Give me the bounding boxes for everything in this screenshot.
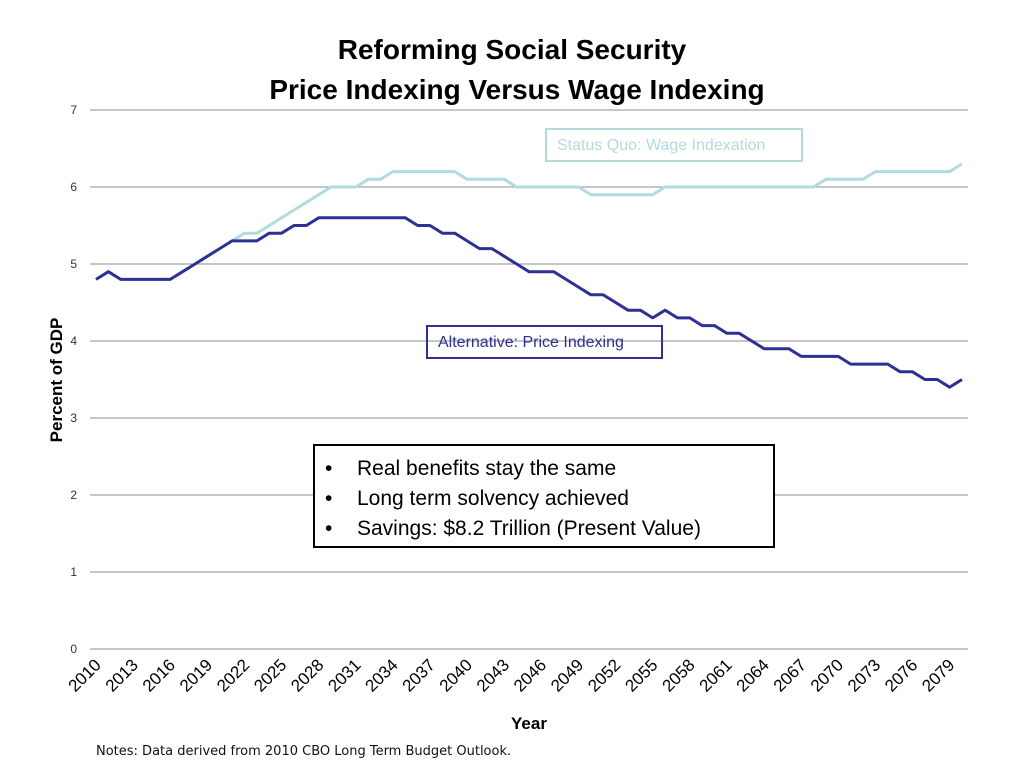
x-tick-label: 2022 (213, 655, 253, 695)
y-tick-label: 2 (70, 488, 77, 502)
y-tick-label: 3 (70, 411, 77, 425)
source-note: Notes: Data derived from 2010 CBO Long T… (96, 744, 512, 759)
x-tick-label: 2073 (844, 655, 884, 695)
x-tick-label: 2013 (102, 655, 142, 695)
x-tick-label: 2076 (881, 655, 921, 695)
x-tick-label: 2040 (436, 655, 476, 695)
y-tick-label: 1 (70, 565, 77, 579)
price-indexing-label-text: Alternative: Price Indexing (438, 334, 624, 351)
x-tick-label: 2061 (696, 655, 736, 695)
x-tick-label: 2079 (918, 655, 958, 695)
key-point: • Savings: $8.2 Trillion (Present Value) (315, 514, 735, 544)
bullet-icon: • (325, 457, 333, 480)
x-tick-label: 2049 (547, 655, 587, 695)
key-points-box: • Real benefits stay the same • Long term … (313, 444, 775, 548)
y-tick-label: 5 (70, 257, 77, 271)
key-point: • Long term solvency achieved (315, 484, 735, 514)
y-tick-label: 6 (70, 180, 77, 194)
x-tick-label: 2052 (584, 655, 624, 695)
x-tick-label: 2019 (176, 655, 216, 695)
x-tick-label: 2058 (658, 655, 698, 695)
y-tick-label: 4 (70, 334, 77, 348)
x-tick-label: 2043 (473, 655, 513, 695)
price-indexing-line (95, 216, 963, 389)
x-tick-label: 2025 (250, 655, 290, 695)
x-tick-label: 2046 (510, 655, 550, 695)
x-tick-label: 2010 (65, 655, 105, 695)
x-tick-label: 2031 (324, 655, 364, 695)
gridlines (90, 109, 968, 650)
x-tick-label: 2016 (139, 655, 179, 695)
y-tick-label: 7 (70, 103, 77, 117)
chart-title: Reforming Social Security (338, 34, 687, 65)
x-tick-label: 2034 (362, 655, 402, 695)
wage-indexation-label-text: Status Quo: Wage Indexation (557, 137, 766, 154)
x-axis-ticks: 2010201320162019202220252028203120342037… (65, 655, 959, 695)
chart-subtitle: Price Indexing Versus Wage Indexing (269, 74, 764, 105)
y-axis-label: Percent of GDP (47, 318, 66, 443)
x-tick-label: 2070 (807, 655, 847, 695)
series-lines (95, 162, 963, 389)
key-point-text: Savings: $8.2 Trillion (Present Value) (357, 517, 701, 540)
key-points-list: • Real benefits stay the same • Long term … (315, 446, 735, 544)
key-point-text: Long term solvency achieved (357, 487, 629, 510)
key-point-text: Real benefits stay the same (357, 457, 617, 480)
x-tick-label: 2028 (287, 655, 327, 695)
bullet-icon: • (325, 487, 333, 510)
x-axis-label: Year (511, 714, 547, 733)
x-tick-label: 2037 (399, 655, 439, 695)
wage-indexation-label: Status Quo: Wage Indexation (545, 128, 803, 162)
key-point: • Real benefits stay the same (315, 454, 735, 484)
y-tick-label: 0 (70, 642, 77, 656)
x-tick-label: 2067 (770, 655, 810, 695)
wage-indexation-line (95, 162, 963, 281)
x-tick-label: 2064 (733, 655, 773, 695)
price-indexing-label: Alternative: Price Indexing (426, 325, 663, 359)
y-axis-ticks: 0 1 2 3 4 5 6 7 (70, 103, 77, 656)
bullet-icon: • (325, 517, 333, 540)
x-tick-label: 2055 (621, 655, 661, 695)
